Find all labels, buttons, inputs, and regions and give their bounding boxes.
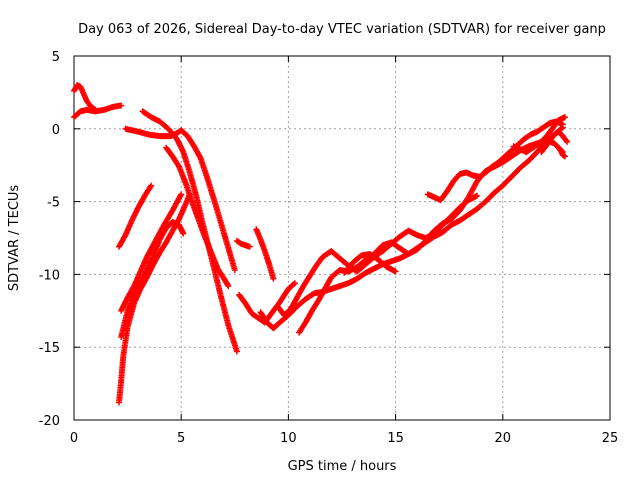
x-axis-label: GPS time / hours xyxy=(288,459,397,474)
x-tick-label: 5 xyxy=(177,431,185,446)
data-point xyxy=(92,106,99,113)
y-axis-label: SDTVAR / TECUs xyxy=(7,185,22,292)
series-arc-18 xyxy=(538,128,571,156)
data-point xyxy=(290,280,297,287)
x-tick-label: 0 xyxy=(70,431,78,446)
data-point xyxy=(196,153,203,160)
series-arc-early xyxy=(71,102,125,121)
data-point xyxy=(563,137,570,144)
data-point xyxy=(474,192,481,199)
series-arc-14 xyxy=(253,226,277,282)
data-point xyxy=(270,275,277,282)
data-point xyxy=(186,191,193,198)
data-point xyxy=(91,106,98,113)
series-arc-15 xyxy=(341,251,399,276)
data-point xyxy=(225,283,232,290)
data-point xyxy=(118,102,125,109)
x-tick-label: 25 xyxy=(602,431,619,446)
series-arc-17 xyxy=(510,114,568,156)
data-point xyxy=(148,182,155,189)
y-tick-label: -20 xyxy=(39,414,60,429)
data-point xyxy=(564,138,571,145)
data-point xyxy=(561,114,568,121)
data-point xyxy=(147,183,154,190)
data-point xyxy=(291,280,298,287)
axis-ticks xyxy=(73,55,611,421)
x-tick-labels: 0 5 10 15 20 25 xyxy=(70,431,618,446)
series-arc-16 xyxy=(424,118,566,204)
y-tick-label: -5 xyxy=(47,196,60,211)
data-point xyxy=(392,268,399,275)
x-tick-label: 15 xyxy=(387,431,404,446)
data-point xyxy=(178,191,185,198)
data-point xyxy=(233,348,240,355)
series-arc-7 xyxy=(116,182,155,250)
series-arc-13 xyxy=(233,237,253,250)
series-arc-12 xyxy=(274,192,481,319)
plot-frame xyxy=(73,55,611,421)
series-arc-19 xyxy=(555,144,568,160)
x-tick-label: 20 xyxy=(495,431,512,446)
series-arc-early-peak xyxy=(71,82,99,113)
chart-title: Day 063 of 2026, Sidereal Day-to-day VTE… xyxy=(78,22,606,37)
series-arc-4 xyxy=(163,144,232,290)
x-tick-label: 10 xyxy=(280,431,297,446)
series-arc-10 xyxy=(257,124,566,332)
series-arc-8 xyxy=(118,191,185,314)
y-tick-label: 0 xyxy=(52,123,60,138)
series-arc-6 xyxy=(118,218,187,341)
y-tick-label: 5 xyxy=(52,50,60,65)
data-point xyxy=(560,152,567,159)
y-tick-labels: -20 -15 -10 -5 0 5 xyxy=(39,50,60,429)
data-point xyxy=(180,230,187,237)
data-point xyxy=(561,153,568,160)
data-point xyxy=(231,267,238,274)
y-tick-label: -10 xyxy=(39,268,60,283)
data-points xyxy=(71,82,571,406)
data-point xyxy=(224,281,231,288)
data-point xyxy=(246,243,253,250)
data-point xyxy=(559,121,566,128)
y-tick-label: -15 xyxy=(39,341,60,356)
